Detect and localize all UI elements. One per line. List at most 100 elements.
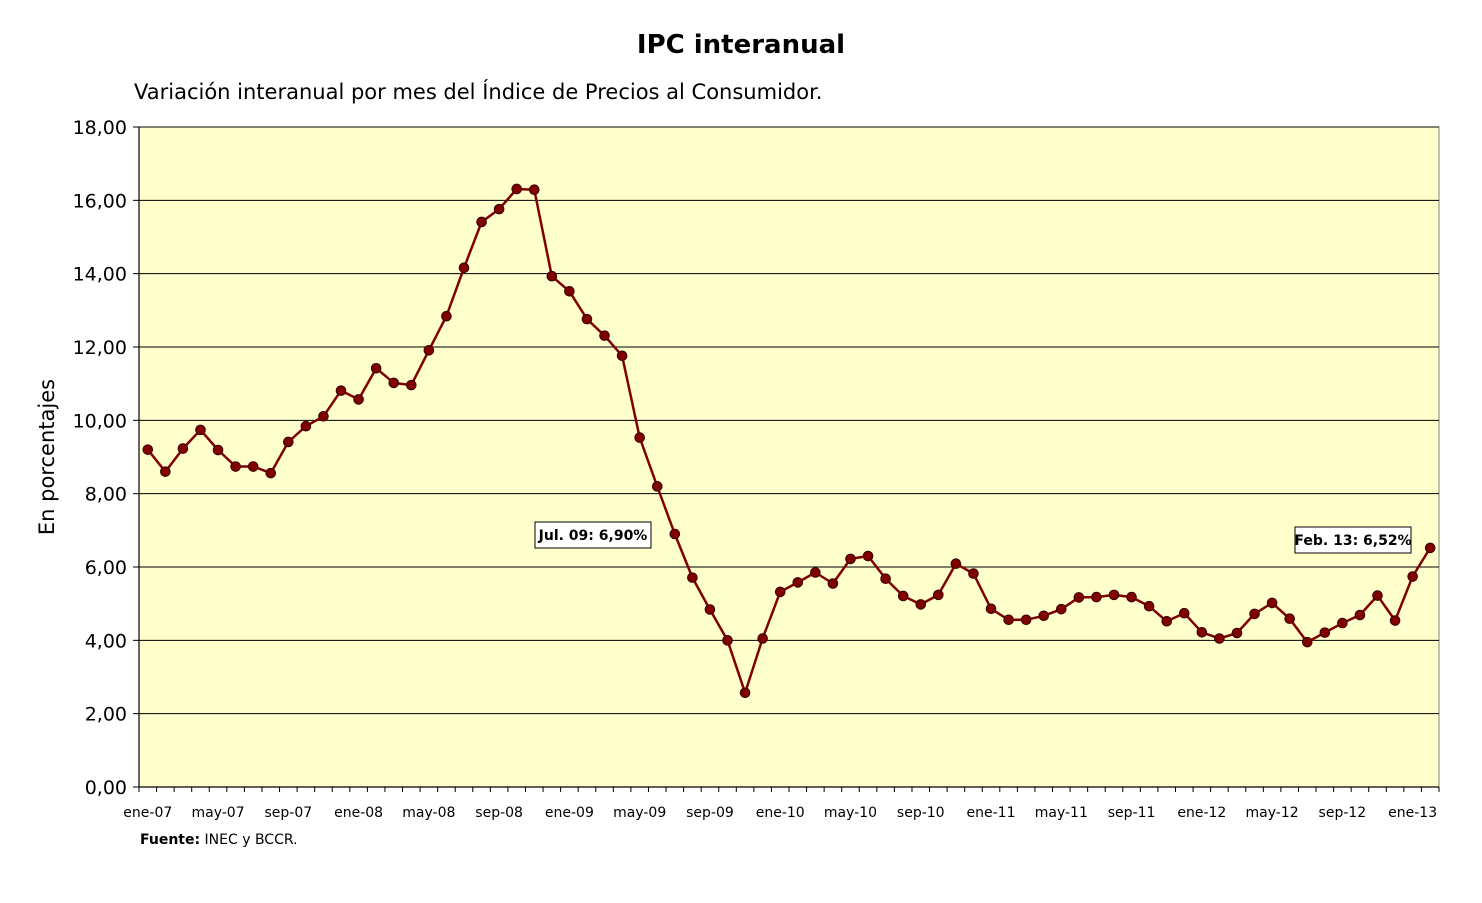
annotation-box (534, 521, 652, 549)
data-point (704, 604, 716, 615)
x-tick-label: may-07 (191, 805, 244, 821)
data-point (1108, 589, 1120, 601)
data-point (1319, 627, 1331, 638)
data-point (1073, 592, 1085, 603)
data-point (1143, 600, 1155, 612)
data-point (458, 262, 470, 274)
data-point (1178, 607, 1190, 619)
y-tick-label: 4,00 (85, 630, 127, 652)
data-point (616, 350, 628, 362)
annotation-box (1294, 526, 1412, 554)
data-point (370, 362, 382, 374)
x-tick-label: may-12 (1246, 805, 1299, 821)
source-text: INEC y BCCR. (200, 832, 298, 848)
x-tick-label: ene-13 (1388, 805, 1437, 821)
source-label: Fuente: (140, 832, 201, 848)
data-point (195, 424, 206, 436)
x-tick-label: ene-07 (123, 805, 172, 821)
annotation-label: Feb. 13: 6,52% (1294, 533, 1411, 549)
data-point (1301, 636, 1313, 648)
x-tick-label: ene-12 (1177, 805, 1226, 821)
y-tick-label: 14,00 (73, 264, 127, 286)
data-point (827, 578, 839, 589)
data-point (142, 444, 154, 455)
data-point (968, 568, 979, 579)
data-point (493, 203, 505, 215)
data-point (441, 310, 452, 322)
data-point (581, 313, 593, 325)
data-point (810, 567, 821, 578)
data-point (283, 436, 294, 448)
data-point (353, 394, 364, 405)
y-tick-label: 6,00 (85, 557, 127, 579)
x-tick-label: sep-10 (897, 805, 945, 821)
data-point (546, 270, 558, 282)
data-point (669, 528, 681, 540)
data-point (476, 216, 487, 228)
x-tick-label: may-10 (824, 805, 877, 821)
plot-area (138, 126, 1440, 788)
data-point (1284, 613, 1295, 625)
x-tick-label: sep-11 (1108, 805, 1156, 821)
x-tick-label: sep-08 (475, 805, 523, 821)
data-point (722, 635, 733, 646)
data-point (300, 420, 312, 432)
data-point (177, 443, 189, 454)
data-point (1372, 590, 1383, 601)
x-tick-label: ene-09 (545, 805, 594, 821)
data-point (985, 603, 997, 615)
data-point (1249, 608, 1260, 620)
data-point (792, 577, 804, 588)
y-tick-label: 8,00 (85, 484, 127, 506)
data-point (247, 461, 259, 472)
data-point (1337, 617, 1348, 629)
data-point (1091, 591, 1102, 603)
data-point (528, 184, 540, 195)
data-point (212, 444, 224, 456)
data-point (599, 330, 610, 341)
data-point (897, 590, 909, 602)
data-point (511, 183, 523, 195)
data-point (1161, 615, 1173, 627)
annotation-label: Jul. 09: 6,90% (538, 528, 648, 544)
data-point (318, 411, 329, 422)
source-note: Fuente: INEC y BCCR. (140, 832, 298, 848)
x-tick-label: ene-11 (967, 805, 1016, 821)
y-tick-label: 12,00 (73, 337, 127, 359)
y-tick-label: 2,00 (85, 704, 127, 726)
data-point (1389, 615, 1401, 626)
data-point (1055, 603, 1067, 615)
x-tick-label: sep-07 (264, 805, 312, 821)
x-tick-label: may-11 (1035, 805, 1088, 821)
data-point (933, 589, 944, 601)
data-point (880, 573, 891, 585)
data-point (1407, 571, 1418, 582)
data-point (1003, 614, 1014, 626)
data-point (1038, 610, 1050, 622)
y-tick-label: 18,00 (73, 117, 127, 139)
y-tick-label: 0,00 (85, 777, 127, 799)
data-point (950, 558, 962, 570)
data-point (405, 379, 417, 391)
data-point (739, 687, 751, 699)
data-point (915, 599, 927, 610)
y-tick-label: 16,00 (73, 190, 127, 212)
data-point (687, 572, 698, 583)
x-tick-label: sep-09 (686, 805, 734, 821)
x-tick-label: may-09 (613, 805, 666, 821)
data-point (1196, 626, 1208, 638)
x-tick-label: ene-10 (756, 805, 805, 821)
data-point (651, 481, 663, 492)
data-point (265, 467, 277, 479)
x-tick-label: sep-12 (1319, 805, 1367, 821)
data-point (1020, 614, 1032, 626)
data-point (388, 377, 400, 389)
x-tick-label: may-08 (402, 805, 455, 821)
data-point (757, 633, 768, 644)
data-point (335, 385, 347, 396)
data-point (160, 466, 171, 477)
data-point (1266, 597, 1278, 609)
data-point (1126, 591, 1137, 603)
data-point (423, 345, 435, 356)
y-tick-label: 10,00 (73, 410, 127, 432)
